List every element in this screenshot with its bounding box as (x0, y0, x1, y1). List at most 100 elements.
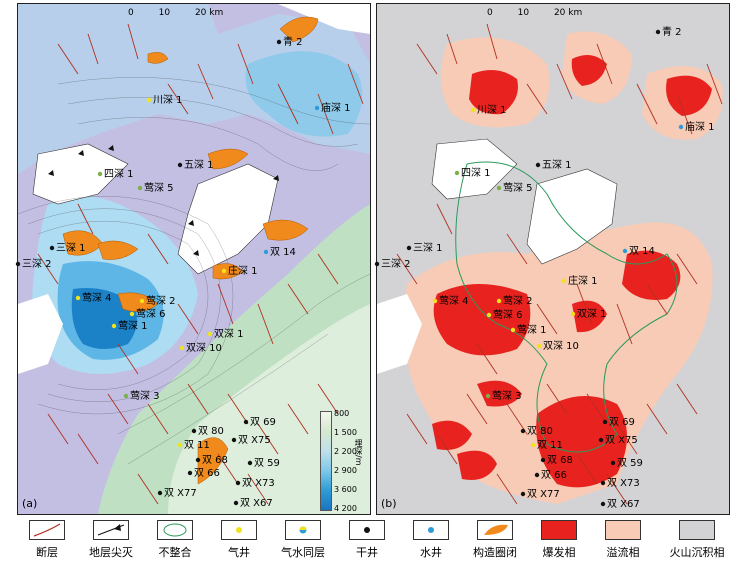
well-label: 莺深 1 (517, 325, 547, 336)
well-label: 莺深 3 (492, 391, 522, 402)
well-label: 双 66 (541, 470, 567, 481)
trap-symbol-icon (477, 520, 513, 540)
well-label: 莺深 5 (144, 183, 174, 194)
well-label: 莺深 6 (493, 310, 523, 321)
legend-item-trap: 构造圈闭 (465, 518, 525, 560)
panel-a-burial-depth-map: 0 10 20 km 青 2 川深 1 庙深 1 四深 1 五深 1 莺深 5 … (17, 3, 371, 515)
scale-bar: 0 10 20 km (128, 8, 223, 18)
legend-item-effusive: 溢流相 (593, 518, 653, 560)
scale-tick-0: 0 (487, 8, 493, 18)
well-label: 青 2 (283, 37, 303, 48)
colorbar-value: 2 900 (334, 466, 357, 475)
panel-a-map (18, 4, 370, 514)
legend-label: 爆发相 (542, 546, 576, 559)
well-label: 莺深 4 (439, 296, 469, 307)
well-label: 五深 1 (184, 160, 214, 171)
pinchout-symbol-icon (93, 520, 129, 540)
well-label: 双 X75 (238, 435, 271, 446)
well-label: 双 66 (194, 468, 220, 479)
well-label: 庄深 1 (568, 276, 598, 287)
well-label: 莺深 4 (82, 293, 112, 304)
legend-label: 水井 (420, 546, 442, 559)
well-label: 五深 1 (542, 160, 572, 171)
well-label: 川深 1 (153, 95, 183, 106)
water-well-dot-icon (413, 520, 449, 540)
effusive-facies-swatch-icon (605, 520, 641, 540)
well-label: 三深 2 (22, 259, 52, 270)
colorbar-value: 800 (334, 409, 350, 418)
well-label: 三深 1 (413, 243, 443, 254)
legend-item-volcano-sed: 火山沉积相 (662, 518, 732, 560)
well-label: 双 X73 (242, 478, 275, 489)
well-label: 双 14 (270, 247, 296, 258)
well-label: 双 68 (547, 455, 573, 466)
legend-label: 不整合 (158, 546, 192, 559)
well-label: 庙深 1 (321, 103, 351, 114)
legend: 断层 地层尖灭 不整合 气井 气水同层 干井 水井 (17, 518, 732, 568)
colorbar-value: 3 600 (334, 485, 357, 494)
legend-label: 气水同层 (281, 546, 325, 559)
well-label: 莺深 1 (118, 321, 148, 332)
well-label: 双深 10 (186, 343, 222, 354)
well-label: 双 11 (184, 440, 210, 451)
well-label: 双深 1 (577, 309, 607, 320)
well-label: 双 X73 (607, 478, 640, 489)
well-label: 双 69 (250, 417, 276, 428)
scale-tick-20: 20 km (194, 8, 224, 18)
well-label: 莺深 6 (136, 309, 166, 320)
well-label: 四深 1 (461, 168, 491, 179)
dry-well-dot-icon (349, 520, 385, 540)
well-label: 双 X77 (527, 489, 560, 500)
well-label: 双 69 (609, 417, 635, 428)
legend-item-fault: 断层 (17, 518, 77, 560)
legend-item-gas-water-well: 气水同层 (273, 518, 333, 560)
panel-b-tag: (b) (381, 497, 397, 510)
well-label: 莺深 2 (146, 296, 176, 307)
well-label: 双 X75 (605, 435, 638, 446)
well-label: 双 X67 (607, 499, 640, 510)
legend-label: 火山沉积相 (669, 546, 725, 559)
colorbar-gradient (320, 411, 332, 511)
well-label: 莺深 3 (130, 391, 160, 402)
well-label: 双 11 (537, 440, 563, 451)
gas-water-well-dot-icon (285, 520, 321, 540)
well-label: 双 X77 (164, 488, 197, 499)
well-label: 青 2 (662, 27, 682, 38)
colorbar-value: 2 200 (334, 447, 357, 456)
well-label: 双 80 (198, 426, 224, 437)
depth-colorbar: 800 1 500 2 200 2 900 3 600 4 200 埋深/m (320, 409, 364, 513)
well-label: 庄深 1 (228, 266, 258, 277)
well-label: 双 14 (629, 246, 655, 257)
well-label: 庙深 1 (685, 122, 715, 133)
colorbar-unit: 埋深/m (354, 439, 363, 466)
legend-label: 断层 (36, 546, 58, 559)
legend-item-gas-well: 气井 (209, 518, 269, 560)
well-label: 三深 1 (56, 243, 86, 254)
gas-well-dot-icon (221, 520, 257, 540)
well-label: 双 X67 (240, 498, 273, 509)
well-label: 川深 1 (477, 105, 507, 116)
legend-label: 构造圈闭 (473, 546, 517, 559)
legend-label: 气井 (228, 546, 250, 559)
well-label: 双 68 (202, 455, 228, 466)
legend-item-pinchout: 地层尖灭 (81, 518, 141, 560)
legend-label: 溢流相 (606, 546, 640, 559)
legend-item-explosive: 爆发相 (529, 518, 589, 560)
well-label: 双深 10 (543, 341, 579, 352)
legend-label: 地层尖灭 (89, 546, 133, 559)
scale-tick-10: 10 (517, 8, 530, 18)
colorbar-value: 4 200 (334, 504, 357, 513)
legend-item-dry-well: 干井 (337, 518, 397, 560)
panel-b-facies-map: 0 10 20 km 青 2 川深 1 庙深 1 四深 1 五深 1 莺深 5 … (376, 3, 730, 515)
well-label: 双 59 (617, 458, 643, 469)
panel-a-tag: (a) (22, 497, 38, 510)
well-label: 双深 1 (214, 329, 244, 340)
scale-tick-10: 10 (158, 8, 171, 18)
scale-tick-0: 0 (128, 8, 134, 18)
well-label: 莺深 5 (503, 183, 533, 194)
scale-bar: 0 10 20 km (487, 8, 582, 18)
well-label: 双 80 (527, 426, 553, 437)
volcano-sed-facies-swatch-icon (679, 520, 715, 540)
panel-b-map (377, 4, 729, 514)
legend-item-unconformity: 不整合 (145, 518, 205, 560)
